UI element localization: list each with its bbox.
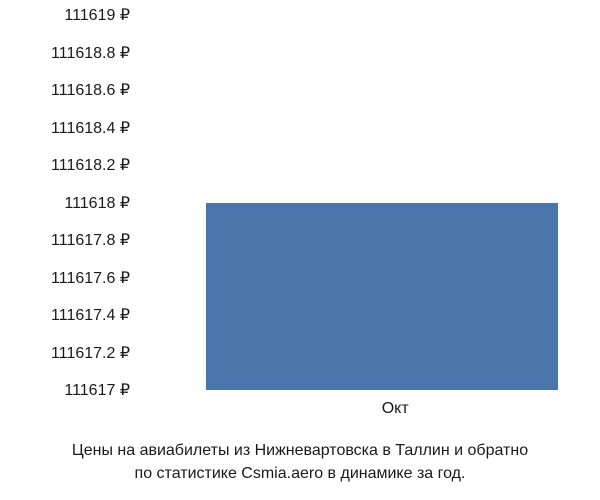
x-axis: Окт (140, 400, 580, 418)
chart-container: 111619 ₽ 111618.8 ₽ 111618.6 ₽ 111618.4 ₽ 11… (0, 0, 600, 420)
chart-caption: Цены на авиабилеты из Нижневартовска в Т… (0, 440, 600, 485)
y-tick-label: 111618.4 ₽ (51, 118, 130, 138)
caption-line-2: по статистике Csmia.aero в динамике за г… (0, 463, 600, 485)
y-tick-label: 111619 ₽ (64, 5, 130, 25)
plot-area (140, 15, 580, 390)
caption-line-1: Цены на авиабилеты из Нижневартовска в Т… (0, 440, 600, 462)
y-tick-label: 111618.6 ₽ (51, 80, 130, 100)
y-axis: 111619 ₽ 111618.8 ₽ 111618.6 ₽ 111618.4 ₽ 11… (0, 0, 140, 390)
y-tick-label: 111618.8 ₽ (51, 43, 130, 63)
bar-oct (206, 203, 558, 391)
y-tick-label: 111617.4 ₽ (51, 305, 130, 325)
y-tick-label: 111617.8 ₽ (51, 230, 130, 250)
x-label-oct: Окт (382, 400, 409, 418)
y-tick-label: 111617.6 ₽ (51, 268, 130, 288)
y-tick-label: 111617.2 ₽ (51, 343, 130, 363)
y-tick-label: 111618.2 ₽ (51, 155, 130, 175)
y-tick-label: 111618 ₽ (64, 193, 130, 213)
y-tick-label: 111617 ₽ (64, 380, 130, 400)
